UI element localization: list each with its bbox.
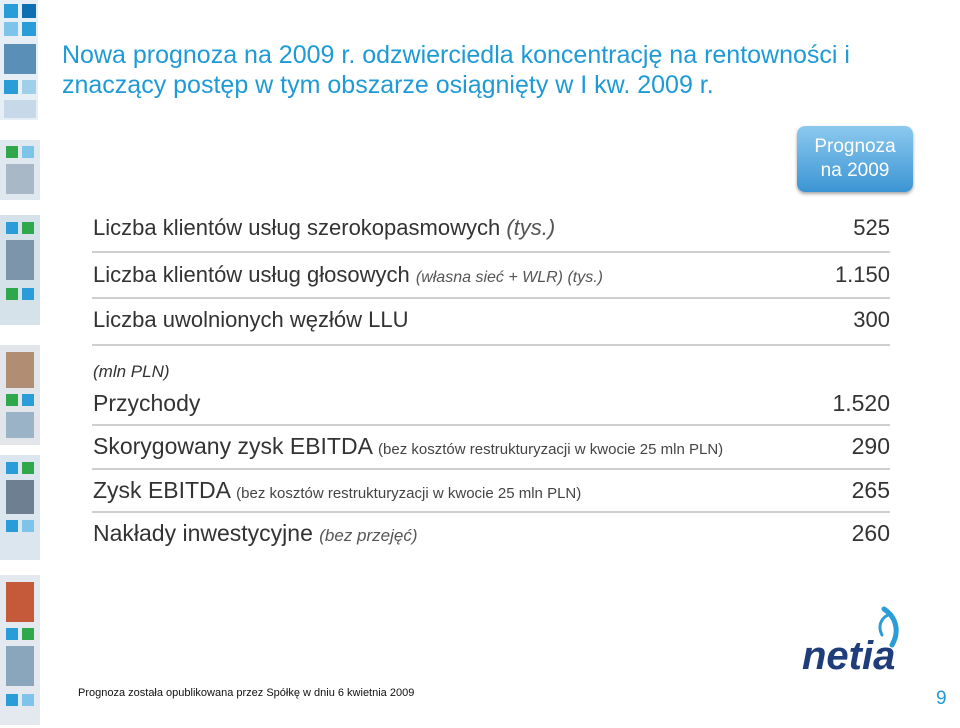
financial-row-ebitda: Zysk EBITDA (bez kosztów restrukturyzacj…: [93, 477, 890, 504]
financial-label: Skorygowany zysk EBITDA: [93, 433, 372, 459]
financial-value: 260: [851, 520, 890, 546]
financial-label: Przychody: [93, 390, 201, 416]
financial-value: 265: [851, 477, 890, 503]
footnote: Prognoza została opublikowana przez Spół…: [78, 687, 415, 699]
financial-note: (bez kosztów restrukturyzacji w kwocie 2…: [378, 441, 724, 458]
row-divider: [92, 424, 890, 426]
row-divider: [92, 468, 890, 470]
financial-note: (bez kosztów restrukturyzacji w kwocie 2…: [236, 485, 582, 502]
kpi-row-voice: Liczba klientów usług głosowych (własna …: [93, 262, 890, 288]
kpi-label: Liczba uwolnionych węzłów LLU: [93, 307, 409, 332]
row-divider: [92, 297, 890, 299]
kpi-label: Liczba klientów usług szerokopasmowych: [93, 215, 501, 240]
unit-label: (mln PLN): [93, 362, 170, 381]
slide-title: Nowa prognoza na 2009 r. odzwierciedla k…: [62, 41, 850, 99]
financial-row-adjusted-ebitda: Skorygowany zysk EBITDA (bez kosztów res…: [93, 433, 890, 460]
kpi-value: 300: [853, 307, 890, 332]
financial-row-revenue: Przychody 1.520: [93, 390, 890, 417]
decorative-image-strip: [0, 0, 40, 725]
row-divider: [92, 251, 890, 253]
kpi-row-llu: Liczba uwolnionych węzłów LLU 300: [93, 307, 890, 333]
netia-logo-text: netia: [802, 634, 895, 675]
financial-value: 290: [851, 433, 890, 459]
financial-label: Zysk EBITDA: [93, 477, 230, 503]
page-number: 9: [936, 688, 947, 709]
kpi-label: Liczba klientów usług głosowych: [93, 262, 410, 287]
row-divider: [92, 511, 890, 513]
forecast-badge: Prognoza na 2009: [797, 126, 913, 192]
kpi-value: 1.150: [834, 262, 890, 287]
financial-note: (bez przejęć): [319, 526, 418, 545]
forecast-badge-line1: Prognoza: [814, 136, 896, 157]
kpi-note: (własna sieć + WLR) (tys.): [415, 269, 603, 286]
financial-value: 1.520: [832, 390, 890, 416]
financial-row-capex: Nakłady inwestycyjne (bez przejęć) 260: [93, 520, 890, 547]
kpi-row-broadband: Liczba klientów usług szerokopasmowych (…: [93, 215, 890, 241]
kpi-value: 525: [853, 215, 890, 240]
row-divider: [92, 344, 890, 346]
financial-label: Nakłady inwestycyjne: [93, 520, 313, 546]
kpi-note: (tys.): [506, 215, 556, 240]
forecast-badge-line2: na 2009: [820, 160, 890, 181]
netia-logo: netia: [802, 606, 899, 675]
